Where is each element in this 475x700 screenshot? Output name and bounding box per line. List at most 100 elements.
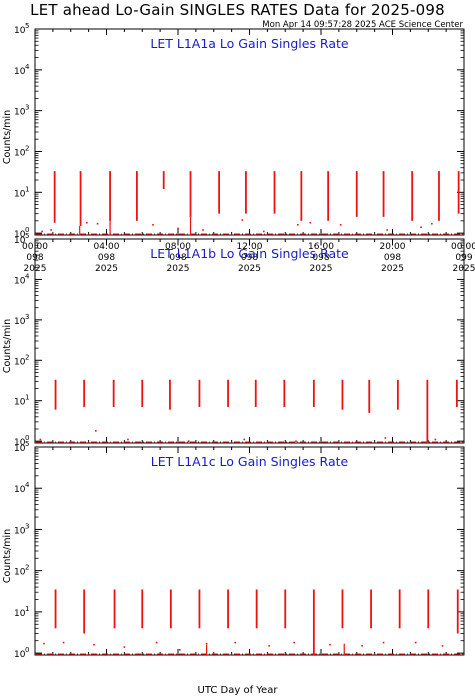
x-tick-label: 098 <box>312 253 329 263</box>
y-axis-label: Counts/min <box>2 110 13 164</box>
data-point <box>361 645 363 647</box>
panel-title: LET L1A1b Lo Gain Singles Rate <box>150 246 349 261</box>
data-point <box>420 226 422 228</box>
y-tick-exponent: 0 <box>25 646 29 654</box>
y-tick-exponent: 0 <box>25 226 29 234</box>
y-tick-label: 10 <box>14 317 26 327</box>
data-point <box>234 641 236 644</box>
x-tick-label: 16:00 <box>308 242 334 252</box>
y-tick-exponent: 4 <box>25 63 30 71</box>
y-tick-exponent: 2 <box>25 564 29 572</box>
y-tick-label: 10 <box>14 189 26 199</box>
data-point <box>86 221 88 224</box>
x-tick-label: 098 <box>384 253 401 263</box>
x-tick-label: 08:00 <box>165 242 191 252</box>
x-tick-label: 2025 <box>310 264 333 274</box>
data-point <box>241 219 244 221</box>
y-tick-label: 10 <box>14 67 26 77</box>
y-tick-exponent: 4 <box>25 272 30 280</box>
x-tick-label: 2025 <box>167 264 190 274</box>
data-point <box>329 643 331 646</box>
y-tick-label: 10 <box>14 568 26 578</box>
y-tick-label: 10 <box>14 438 26 448</box>
data-point <box>441 645 444 647</box>
y-tick-exponent: 5 <box>25 232 29 240</box>
data-point <box>431 222 433 225</box>
x-tick-label: 20:00 <box>380 242 406 252</box>
data-point <box>127 438 129 441</box>
data-point <box>94 430 97 432</box>
data-point <box>96 222 99 225</box>
data-point <box>414 641 417 644</box>
x-tick-label: 12:00 <box>237 242 263 252</box>
x-tick-label: 098 <box>169 253 186 263</box>
y-tick-exponent: 3 <box>25 522 29 530</box>
y-tick-exponent: 5 <box>25 22 29 30</box>
panel-title: LET L1A1c Lo Gain Singles Rate <box>151 454 349 469</box>
data-point <box>93 643 95 646</box>
x-tick-label: 2025 <box>381 264 404 274</box>
chart-main-title: LET ahead Lo-Gain SINGLES RATES Data for… <box>30 1 445 19</box>
x-tick-label: 04:00 <box>94 242 120 252</box>
y-tick-label: 10 <box>14 485 26 495</box>
data-point <box>178 649 181 651</box>
data-point <box>41 230 43 233</box>
data-point <box>309 221 312 224</box>
y-tick-exponent: 4 <box>25 481 30 489</box>
data-point <box>202 229 204 231</box>
y-tick-exponent: 1 <box>25 394 29 402</box>
x-tick-label: 2025 <box>238 264 261 274</box>
data-point <box>339 223 342 226</box>
y-tick-exponent: 1 <box>25 185 29 193</box>
y-tick-label: 10 <box>14 357 26 367</box>
data-point <box>43 642 45 645</box>
x-axis-label: UTC Day of Year <box>197 685 278 696</box>
data-point <box>263 230 265 233</box>
data-point <box>295 440 297 442</box>
data-point <box>296 223 299 226</box>
y-tick-label: 10 <box>14 230 26 240</box>
y-tick-exponent: 3 <box>25 313 29 321</box>
data-point <box>187 440 190 442</box>
data-point <box>39 438 42 441</box>
data-point <box>434 438 437 441</box>
y-axis-label: Counts/min <box>2 529 13 583</box>
data-point <box>384 437 387 439</box>
data-point <box>50 229 52 231</box>
y-tick-exponent: 2 <box>25 353 29 361</box>
y-tick-exponent: 5 <box>25 440 29 448</box>
y-tick-label: 10 <box>14 609 26 619</box>
x-tick-label: 00:00 <box>451 242 475 252</box>
data-point <box>177 227 179 230</box>
x-tick-label: 098 <box>98 253 115 263</box>
panel-title: LET L1A1a Lo Gain Singles Rate <box>150 36 348 51</box>
y-tick-exponent: 0 <box>25 434 29 442</box>
data-point <box>205 642 208 645</box>
y-tick-exponent: 1 <box>25 605 29 613</box>
data-point <box>155 641 158 644</box>
data-point <box>386 229 388 231</box>
generation-timestamp: Mon Apr 14 09:57:28 2025 ACE Science Cen… <box>262 20 463 30</box>
y-tick-label: 10 <box>14 108 26 118</box>
data-point <box>268 645 270 647</box>
data-point <box>293 641 295 644</box>
data-point <box>152 223 154 226</box>
x-tick-label: 2025 <box>95 264 118 274</box>
plot-frame <box>34 28 465 236</box>
y-tick-label: 10 <box>14 650 26 660</box>
y-tick-label: 10 <box>14 148 26 158</box>
y-tick-label: 10 <box>14 398 26 408</box>
y-tick-label: 10 <box>14 444 26 454</box>
x-tick-label: 098 <box>241 253 258 263</box>
data-point <box>62 641 65 644</box>
y-axis-label: Counts/min <box>2 319 13 373</box>
y-tick-label: 10 <box>14 26 26 36</box>
y-tick-exponent: 3 <box>25 104 29 112</box>
y-tick-label: 10 <box>14 276 26 286</box>
data-point <box>123 646 126 648</box>
y-tick-label: 10 <box>14 236 26 246</box>
